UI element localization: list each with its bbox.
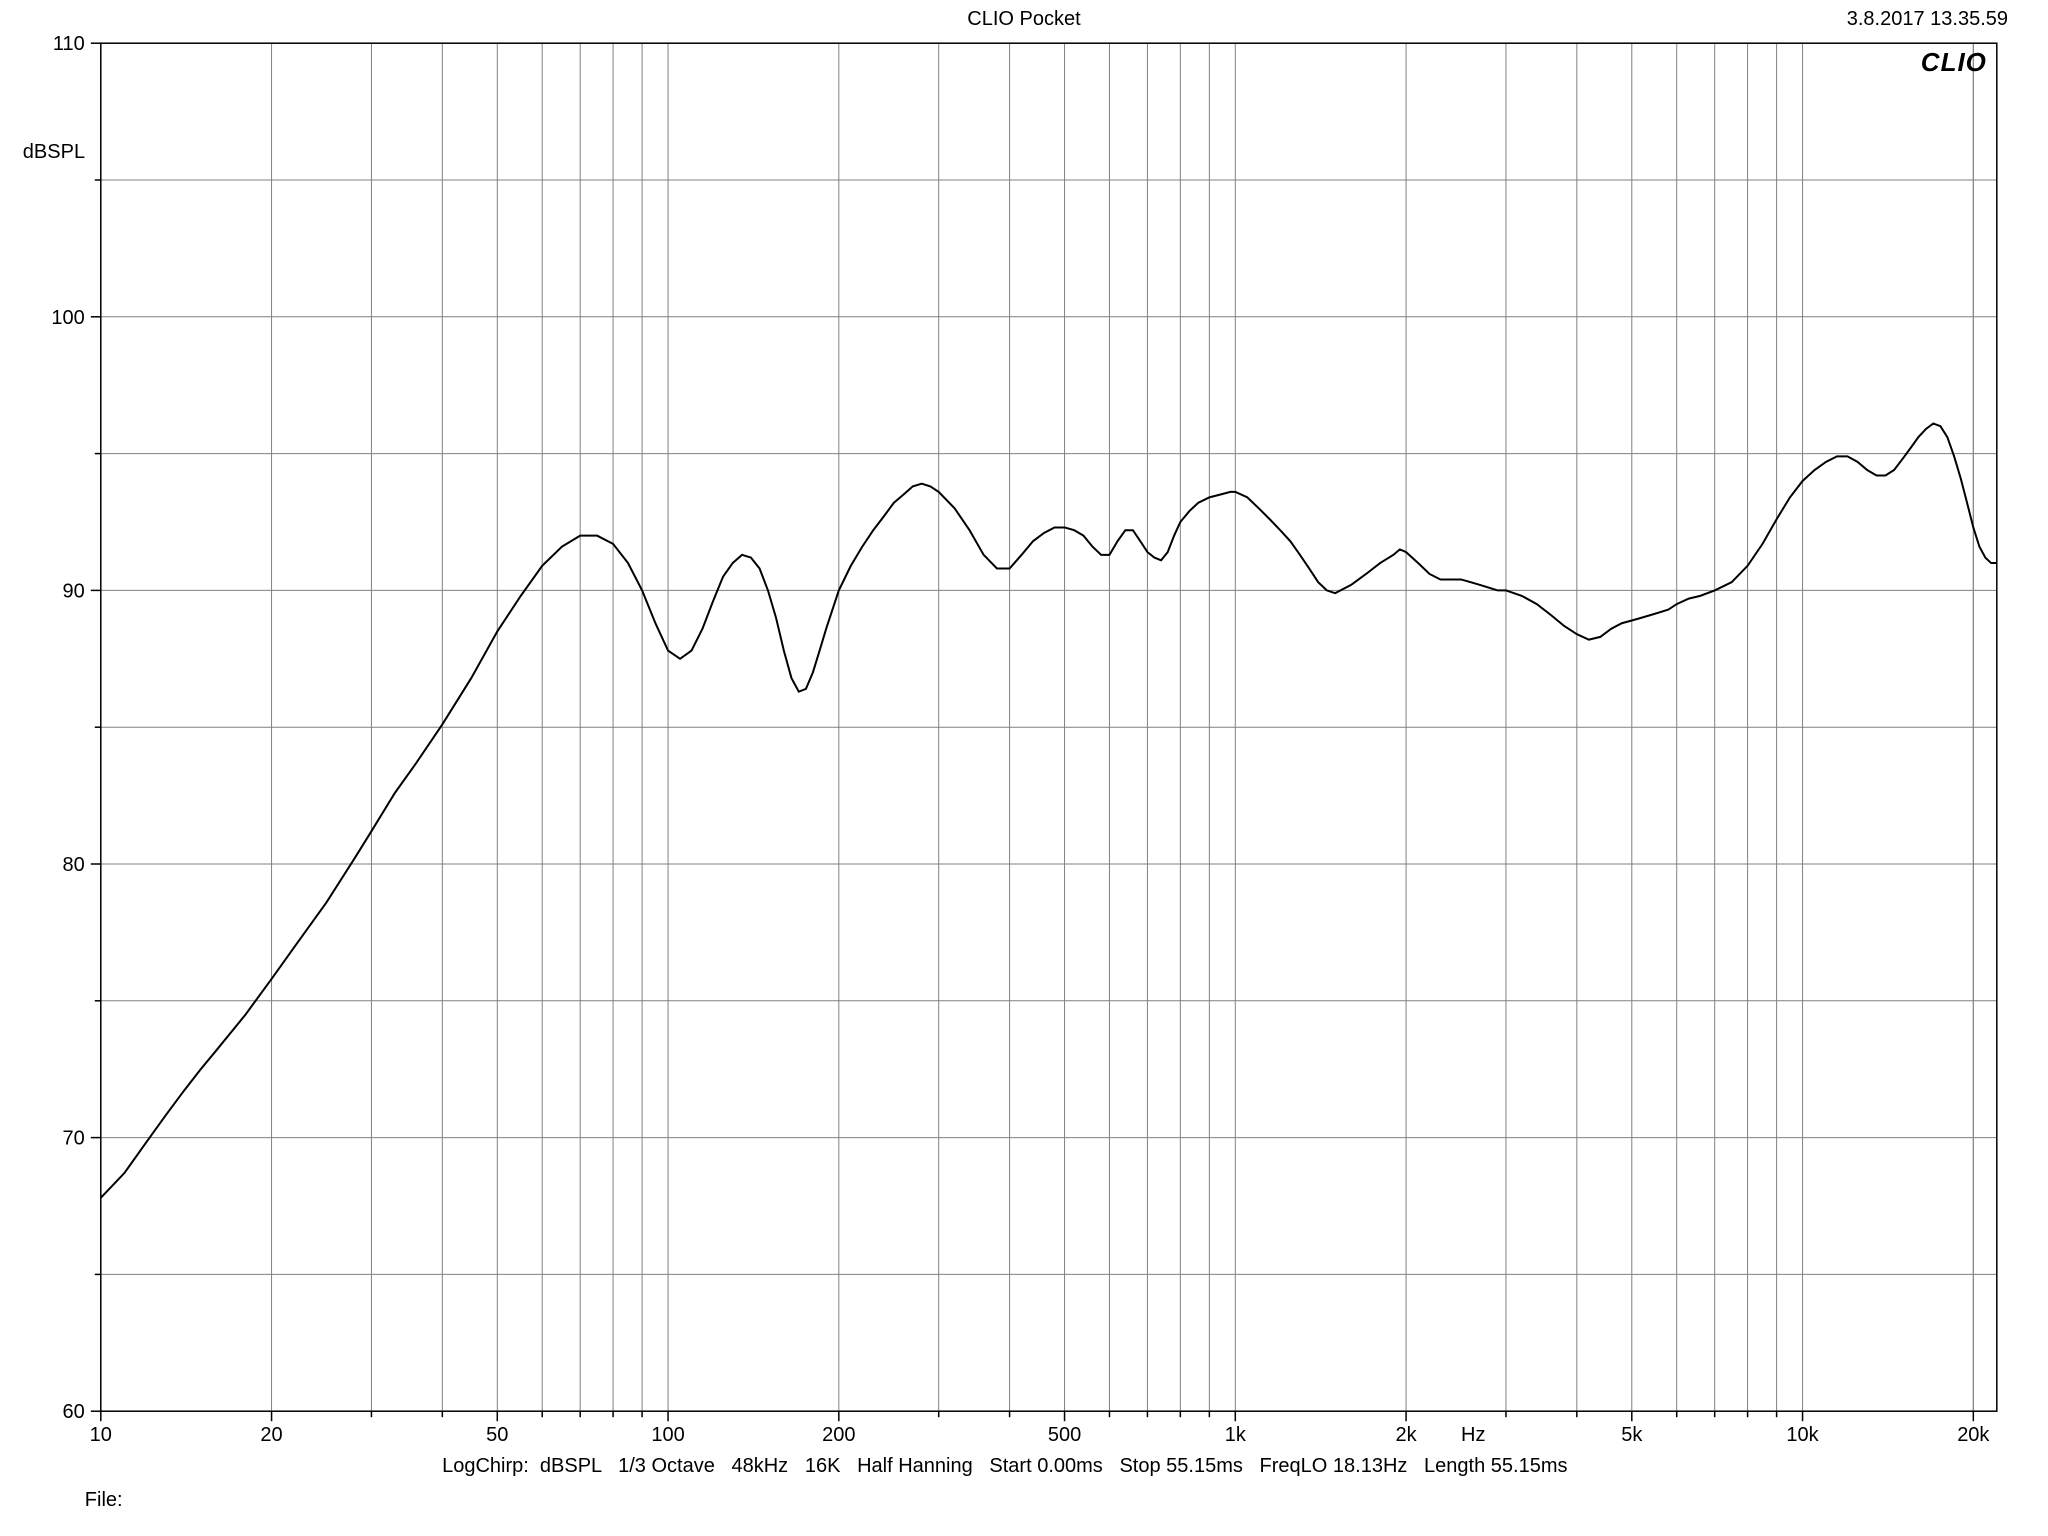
measurement-caption: LogChirp: dBSPL 1/3 Octave 48kHz 16K Hal…: [442, 1455, 1567, 1478]
svg-text:500: 500: [1048, 1424, 1081, 1446]
svg-text:100: 100: [651, 1424, 684, 1446]
svg-text:20k: 20k: [1957, 1424, 1990, 1446]
svg-text:2k: 2k: [1396, 1424, 1418, 1446]
svg-text:5k: 5k: [1621, 1424, 1643, 1446]
svg-text:110: 110: [53, 33, 85, 55]
svg-text:90: 90: [63, 580, 85, 602]
svg-text:200: 200: [822, 1424, 855, 1446]
svg-text:50: 50: [486, 1424, 508, 1446]
svg-text:70: 70: [63, 1128, 85, 1150]
page-root: { "header": { "title": "CLIO Pocket", "t…: [0, 0, 2048, 1536]
clio-logo: CLIO: [1921, 47, 1987, 78]
svg-text:60: 60: [63, 1401, 85, 1423]
frequency-response-chart: 60 70 80 90 100 110 10 20 50 100 200 500 1k 2k 5k 10k 20…: [0, 0, 2048, 1536]
svg-text:10: 10: [90, 1424, 112, 1446]
svg-text:Hz: Hz: [1461, 1424, 1485, 1446]
file-label: File:: [85, 1489, 123, 1512]
svg-text:1k: 1k: [1225, 1424, 1247, 1446]
svg-text:80: 80: [63, 854, 85, 876]
svg-text:100: 100: [51, 307, 84, 329]
svg-text:10k: 10k: [1786, 1424, 1819, 1446]
y-axis-label: dBSPL: [23, 141, 85, 164]
svg-text:20: 20: [260, 1424, 282, 1446]
